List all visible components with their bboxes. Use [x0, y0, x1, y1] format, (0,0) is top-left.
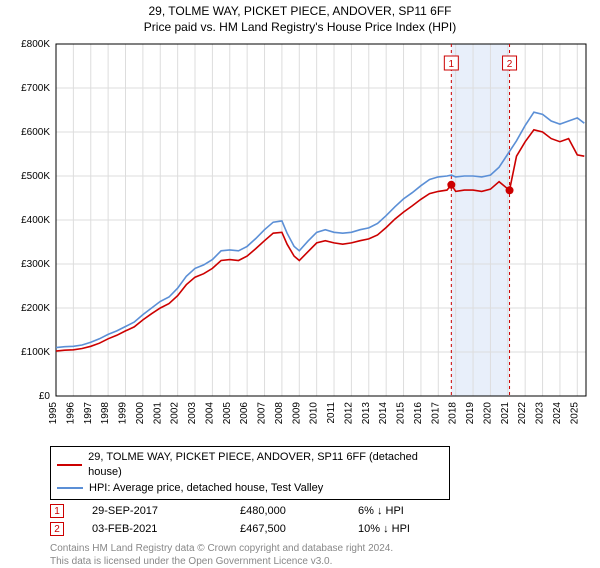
svg-text:2008: 2008	[274, 402, 285, 425]
svg-text:2021: 2021	[500, 402, 511, 425]
legend-swatch	[57, 487, 83, 489]
svg-text:£200K: £200K	[21, 303, 50, 314]
event-delta: 10% ↓ HPI	[358, 523, 448, 535]
svg-text:2007: 2007	[257, 402, 268, 425]
svg-text:£100K: £100K	[21, 347, 50, 358]
svg-text:2023: 2023	[535, 402, 546, 425]
event-marker: 2	[50, 522, 64, 536]
chart-container: 29, TOLME WAY, PICKET PIECE, ANDOVER, SP…	[0, 0, 600, 560]
svg-text:2017: 2017	[430, 402, 441, 425]
event-delta: 6% ↓ HPI	[358, 505, 448, 517]
svg-text:£600K: £600K	[21, 127, 50, 138]
svg-text:£800K: £800K	[21, 39, 50, 50]
svg-text:£300K: £300K	[21, 259, 50, 270]
event-date: 29-SEP-2017	[92, 505, 212, 517]
titles: 29, TOLME WAY, PICKET PIECE, ANDOVER, SP…	[8, 4, 592, 34]
event-marker: 1	[50, 504, 64, 518]
svg-text:£400K: £400K	[21, 215, 50, 226]
svg-text:2002: 2002	[170, 402, 181, 425]
legend-swatch	[57, 464, 82, 466]
svg-text:2024: 2024	[552, 402, 563, 425]
svg-text:1: 1	[449, 59, 455, 70]
legend-label: 29, TOLME WAY, PICKET PIECE, ANDOVER, SP…	[88, 450, 443, 481]
svg-text:2010: 2010	[309, 402, 320, 425]
svg-text:2020: 2020	[482, 402, 493, 425]
svg-text:1999: 1999	[118, 402, 129, 425]
event-date: 03-FEB-2021	[92, 523, 212, 535]
event-price: £467,500	[240, 523, 330, 535]
svg-text:2003: 2003	[187, 402, 198, 425]
footer: Contains HM Land Registry data © Crown c…	[50, 542, 592, 568]
svg-text:2006: 2006	[239, 402, 250, 425]
svg-text:2: 2	[507, 59, 513, 70]
svg-text:2025: 2025	[569, 402, 580, 425]
svg-text:2016: 2016	[413, 402, 424, 425]
footer-line2: This data is licensed under the Open Gov…	[50, 555, 592, 568]
legend-row: HPI: Average price, detached house, Test…	[57, 481, 443, 496]
event-row: 1 29-SEP-2017 £480,000 6% ↓ HPI	[50, 504, 592, 518]
svg-text:2019: 2019	[465, 402, 476, 425]
event-price: £480,000	[240, 505, 330, 517]
svg-text:2000: 2000	[135, 402, 146, 425]
event-row: 2 03-FEB-2021 £467,500 10% ↓ HPI	[50, 522, 592, 536]
chart-svg: £0 £100K £200K £300K £400K £500K £600K £700K £80…	[8, 38, 592, 440]
legend-box: 29, TOLME WAY, PICKET PIECE, ANDOVER, SP…	[50, 446, 450, 500]
legend-label: HPI: Average price, detached house, Test…	[89, 481, 323, 496]
svg-text:£500K: £500K	[21, 171, 50, 182]
svg-text:2005: 2005	[222, 402, 233, 425]
svg-text:2001: 2001	[152, 402, 163, 425]
svg-text:2012: 2012	[343, 402, 354, 425]
svg-text:1996: 1996	[65, 402, 76, 425]
chart-area: £0 £100K £200K £300K £400K £500K £600K £700K £80…	[8, 38, 592, 440]
legend-row: 29, TOLME WAY, PICKET PIECE, ANDOVER, SP…	[57, 450, 443, 481]
svg-text:£700K: £700K	[21, 83, 50, 94]
svg-text:2014: 2014	[378, 402, 389, 425]
svg-text:2011: 2011	[326, 402, 337, 424]
chart-subtitle: Price paid vs. HM Land Registry's House …	[8, 20, 592, 34]
events-table: 1 29-SEP-2017 £480,000 6% ↓ HPI 2 03-FEB-2021…	[50, 504, 592, 536]
svg-text:2004: 2004	[204, 402, 215, 425]
footer-line1: Contains HM Land Registry data © Crown c…	[50, 542, 592, 555]
svg-text:2013: 2013	[361, 402, 372, 425]
svg-text:1997: 1997	[83, 402, 94, 425]
chart-title: 29, TOLME WAY, PICKET PIECE, ANDOVER, SP…	[8, 4, 592, 18]
svg-text:£0: £0	[39, 391, 51, 402]
svg-text:2018: 2018	[448, 402, 459, 425]
svg-text:1998: 1998	[100, 402, 111, 425]
svg-text:2009: 2009	[291, 402, 302, 425]
svg-text:1995: 1995	[48, 402, 59, 425]
svg-text:2022: 2022	[517, 402, 528, 425]
svg-text:2015: 2015	[396, 402, 407, 425]
